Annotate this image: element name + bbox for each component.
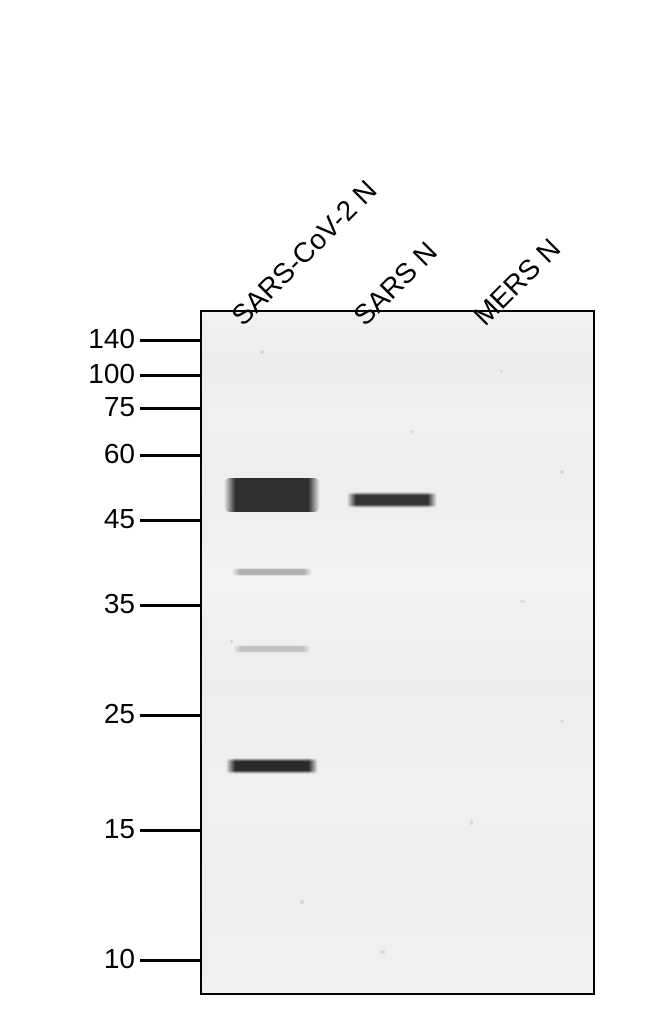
mw-label-45: 45 — [104, 503, 135, 535]
lane1-band-38kDa-faint — [232, 568, 312, 576]
mw-label-140: 140 — [88, 323, 135, 355]
mw-tick-75 — [140, 407, 200, 410]
lane1-band-30kDa-faint — [233, 645, 311, 653]
mw-label-15: 15 — [104, 813, 135, 845]
mw-tick-25 — [140, 714, 200, 717]
mw-label-60: 60 — [104, 438, 135, 470]
lane1-band-50kDa — [224, 478, 320, 512]
mw-label-75: 75 — [104, 391, 135, 423]
mw-tick-15 — [140, 829, 200, 832]
lane1-band-20kDa — [226, 758, 318, 774]
mw-tick-100 — [140, 374, 200, 377]
mw-tick-35 — [140, 604, 200, 607]
mw-tick-10 — [140, 959, 200, 962]
mw-label-25: 25 — [104, 698, 135, 730]
lane2-band-48kDa — [347, 492, 437, 508]
mw-label-35: 35 — [104, 588, 135, 620]
mw-tick-60 — [140, 454, 200, 457]
mw-label-10: 10 — [104, 943, 135, 975]
mw-tick-45 — [140, 519, 200, 522]
mw-tick-140 — [140, 339, 200, 342]
mw-label-100: 100 — [88, 358, 135, 390]
